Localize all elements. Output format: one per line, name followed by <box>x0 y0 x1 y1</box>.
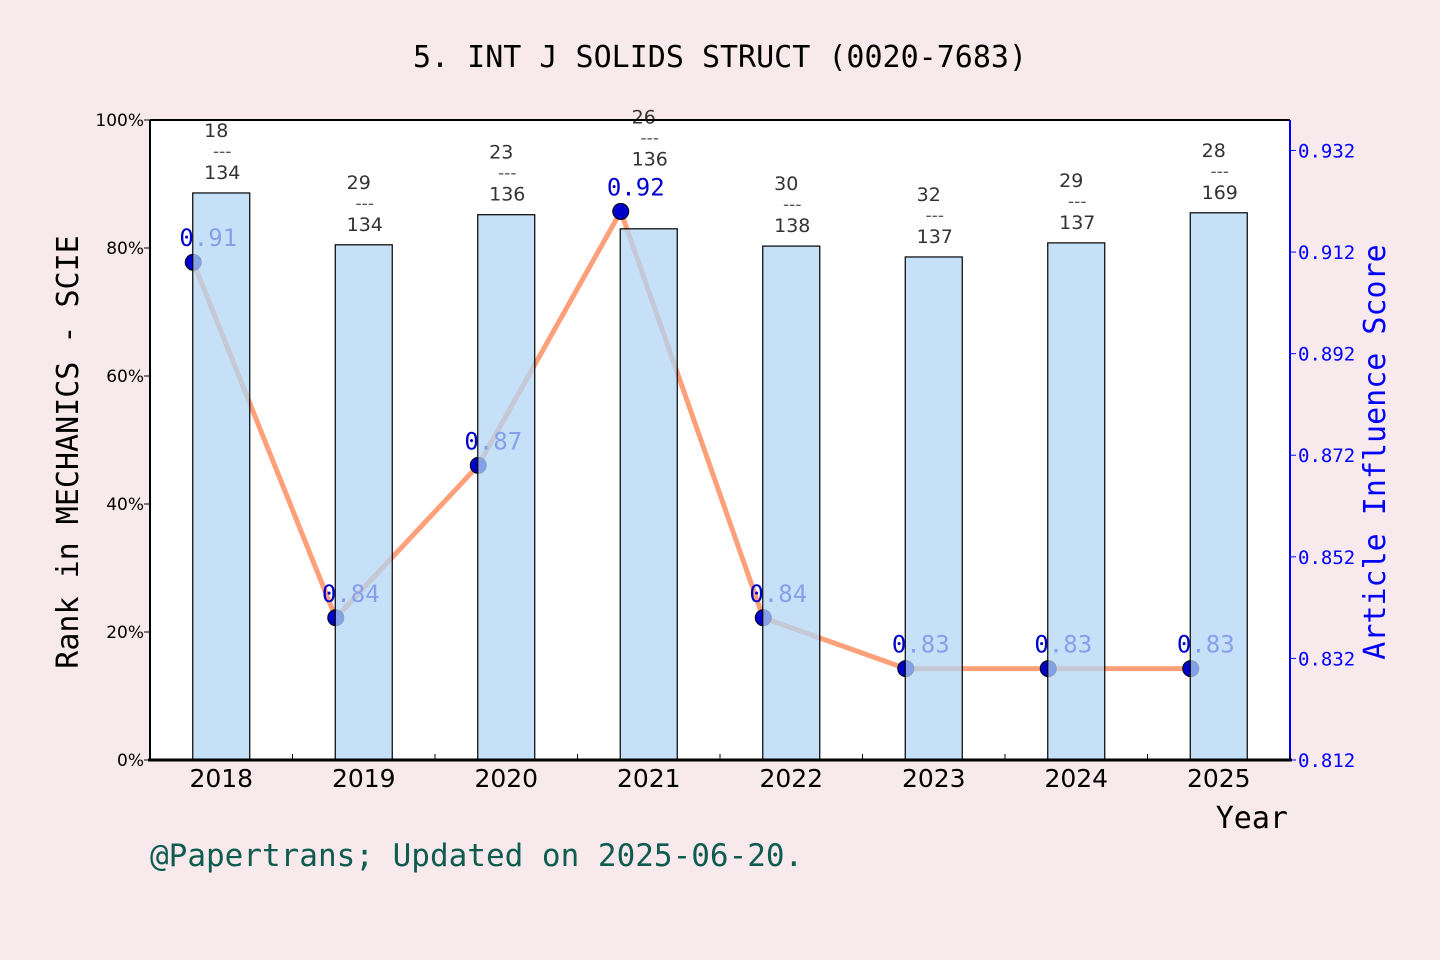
plot-area <box>150 120 1290 760</box>
bar <box>192 192 251 761</box>
bar <box>619 228 678 761</box>
total-label: 137 <box>917 226 953 248</box>
rank-label: 32 <box>917 184 941 206</box>
total-label: 169 <box>1202 182 1238 204</box>
right-tick-label: 0.852 <box>1298 547 1355 569</box>
bar <box>762 245 821 761</box>
total-label: 137 <box>1059 212 1095 234</box>
rank-separator: --- <box>356 194 374 214</box>
x-tick-label: 2023 <box>902 764 966 793</box>
x-tick-label: 2018 <box>189 764 253 793</box>
rank-separator: --- <box>1068 192 1086 212</box>
x-axis-label: Year <box>1216 801 1288 836</box>
total-label: 136 <box>489 184 525 206</box>
total-label: 138 <box>774 215 810 237</box>
left-tick-label: 60% <box>106 367 144 387</box>
right-tick-label: 0.812 <box>1298 750 1355 772</box>
total-label: 134 <box>347 214 383 236</box>
right-tick-label: 0.932 <box>1298 140 1355 162</box>
rank-label: 29 <box>347 172 371 194</box>
line-value-label: 0.92 <box>607 173 665 201</box>
total-label: 136 <box>632 148 668 170</box>
x-tick-label: 2021 <box>617 764 681 793</box>
x-tick-label: 2020 <box>474 764 538 793</box>
rank-label: 23 <box>489 142 513 164</box>
left-tick-label: 80% <box>106 239 144 259</box>
rank-separator: --- <box>783 195 801 215</box>
rank-separator: --- <box>1211 162 1229 182</box>
x-tick-label: 2024 <box>1044 764 1108 793</box>
bar <box>1189 212 1248 761</box>
bar <box>334 244 393 761</box>
right-axis-label: Article Influence Score <box>1358 244 1393 659</box>
rank-separator: --- <box>641 128 659 148</box>
left-tick-label: 100% <box>95 111 144 131</box>
x-tick-label: 2019 <box>332 764 396 793</box>
rank-separator: --- <box>213 142 231 162</box>
x-tick-label: 2022 <box>759 764 823 793</box>
line-marker <box>612 202 630 220</box>
left-tick-label: 20% <box>106 623 144 643</box>
right-tick-label: 0.912 <box>1298 242 1355 264</box>
rank-label: 29 <box>1059 170 1083 192</box>
rank-label: 30 <box>774 173 798 195</box>
left-axis-label: Rank in MECHANICS - SCIE <box>51 235 86 668</box>
rank-label: 18 <box>204 120 228 142</box>
x-tick-label: 2025 <box>1187 764 1251 793</box>
right-tick-label: 0.872 <box>1298 445 1355 467</box>
bar <box>1047 242 1106 761</box>
rank-label: 26 <box>632 106 656 128</box>
left-tick-label: 0% <box>117 751 144 771</box>
left-tick-label: 40% <box>106 495 144 515</box>
rank-separator: --- <box>926 206 944 226</box>
total-label: 134 <box>204 162 240 184</box>
rank-label: 28 <box>1202 140 1226 162</box>
right-tick-label: 0.832 <box>1298 648 1355 670</box>
bar <box>904 256 963 761</box>
rank-separator: --- <box>498 164 516 184</box>
chart-title: 5. INT J SOLIDS STRUCT (0020-7683) <box>413 40 1027 75</box>
right-tick-label: 0.892 <box>1298 344 1355 366</box>
bar <box>477 214 536 761</box>
footer-credit: @Papertrans; Updated on 2025-06-20. <box>150 838 803 874</box>
